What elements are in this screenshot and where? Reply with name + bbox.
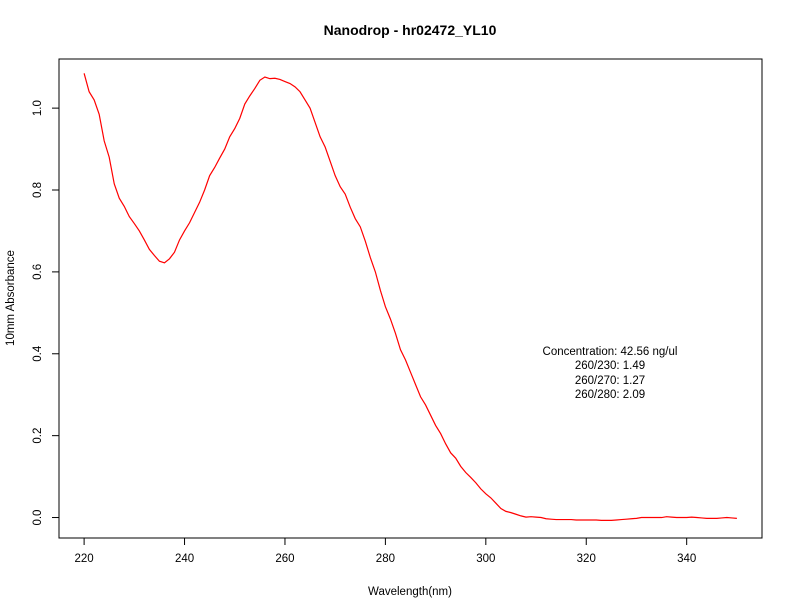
- plot-frame: [58, 58, 763, 539]
- x-tick-label: 220: [75, 553, 94, 565]
- y-axis-title: 10mm Absorbance: [5, 250, 17, 346]
- y-tick-label: 0.6: [32, 264, 44, 280]
- y-tick-label: 0.0: [32, 510, 44, 526]
- annotation-ratio-260-230: 260/230: 1.49: [575, 360, 645, 372]
- annotation-concentration: Concentration: 42.56 ng/ul: [543, 346, 678, 358]
- x-axis: 220 240 260 280 300 320 340: [75, 537, 696, 565]
- x-tick-label: 320: [577, 553, 596, 565]
- chart-title: Nanodrop - hr02472_YL10: [324, 22, 497, 38]
- absorbance-curve: [83, 73, 737, 521]
- y-tick-label: 0.4: [32, 345, 44, 362]
- y-tick-label: 0.2: [32, 428, 44, 444]
- x-tick-label: 300: [476, 553, 495, 565]
- y-tick-label: 0.8: [32, 182, 44, 198]
- x-tick-label: 340: [677, 553, 696, 565]
- x-axis-title: Wavelength(nm): [368, 586, 452, 598]
- y-tick-label: 1.0: [32, 100, 44, 116]
- y-axis: 0.0 0.2 0.4 0.6 0.8 1.0: [32, 100, 60, 526]
- x-tick-label: 280: [376, 553, 395, 565]
- concentration-annotation: Concentration: 42.56 ng/ul 260/230: 1.49…: [543, 346, 678, 401]
- x-tick-label: 240: [175, 553, 194, 565]
- x-tick-label: 260: [275, 553, 294, 565]
- annotation-ratio-260-280: 260/280: 2.09: [575, 389, 645, 401]
- annotation-ratio-260-270: 260/270: 1.27: [575, 375, 645, 387]
